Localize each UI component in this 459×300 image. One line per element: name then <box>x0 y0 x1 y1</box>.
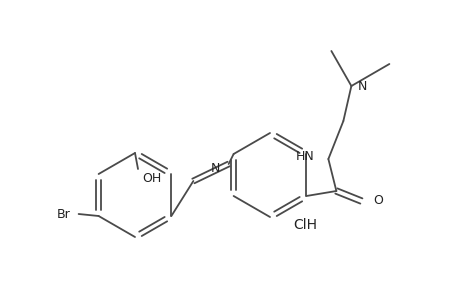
Text: ClH: ClH <box>292 218 316 232</box>
Text: N: N <box>357 80 366 92</box>
Text: N: N <box>210 161 219 175</box>
Text: O: O <box>373 194 382 208</box>
Text: OH: OH <box>142 172 161 184</box>
Text: Br: Br <box>57 208 71 220</box>
Text: HN: HN <box>295 149 313 163</box>
